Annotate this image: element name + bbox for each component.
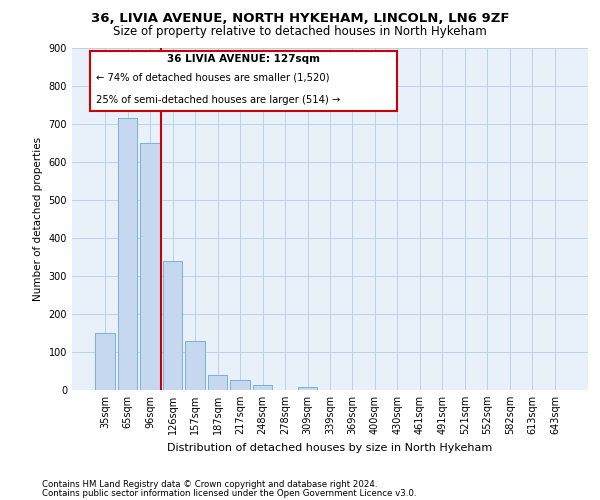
- Bar: [230, 380, 250, 390]
- Y-axis label: Number of detached properties: Number of detached properties: [33, 136, 43, 301]
- Bar: [118, 118, 137, 390]
- Text: 25% of semi-detached houses are larger (514) →: 25% of semi-detached houses are larger (…: [96, 95, 341, 105]
- Bar: [95, 333, 115, 390]
- Text: Contains public sector information licensed under the Open Government Licence v3: Contains public sector information licen…: [42, 488, 416, 498]
- Text: Contains HM Land Registry data © Crown copyright and database right 2024.: Contains HM Land Registry data © Crown c…: [42, 480, 377, 489]
- Text: Size of property relative to detached houses in North Hykeham: Size of property relative to detached ho…: [113, 25, 487, 38]
- Bar: [208, 375, 227, 390]
- Bar: [163, 260, 182, 390]
- Text: 36, LIVIA AVENUE, NORTH HYKEHAM, LINCOLN, LN6 9ZF: 36, LIVIA AVENUE, NORTH HYKEHAM, LINCOLN…: [91, 12, 509, 26]
- Text: ← 74% of detached houses are smaller (1,520): ← 74% of detached houses are smaller (1,…: [96, 73, 330, 83]
- Text: 36 LIVIA AVENUE: 127sqm: 36 LIVIA AVENUE: 127sqm: [167, 54, 320, 64]
- Bar: [298, 387, 317, 390]
- FancyBboxPatch shape: [90, 51, 397, 111]
- Bar: [253, 386, 272, 390]
- X-axis label: Distribution of detached houses by size in North Hykeham: Distribution of detached houses by size …: [167, 442, 493, 452]
- Bar: [140, 142, 160, 390]
- Bar: [185, 342, 205, 390]
